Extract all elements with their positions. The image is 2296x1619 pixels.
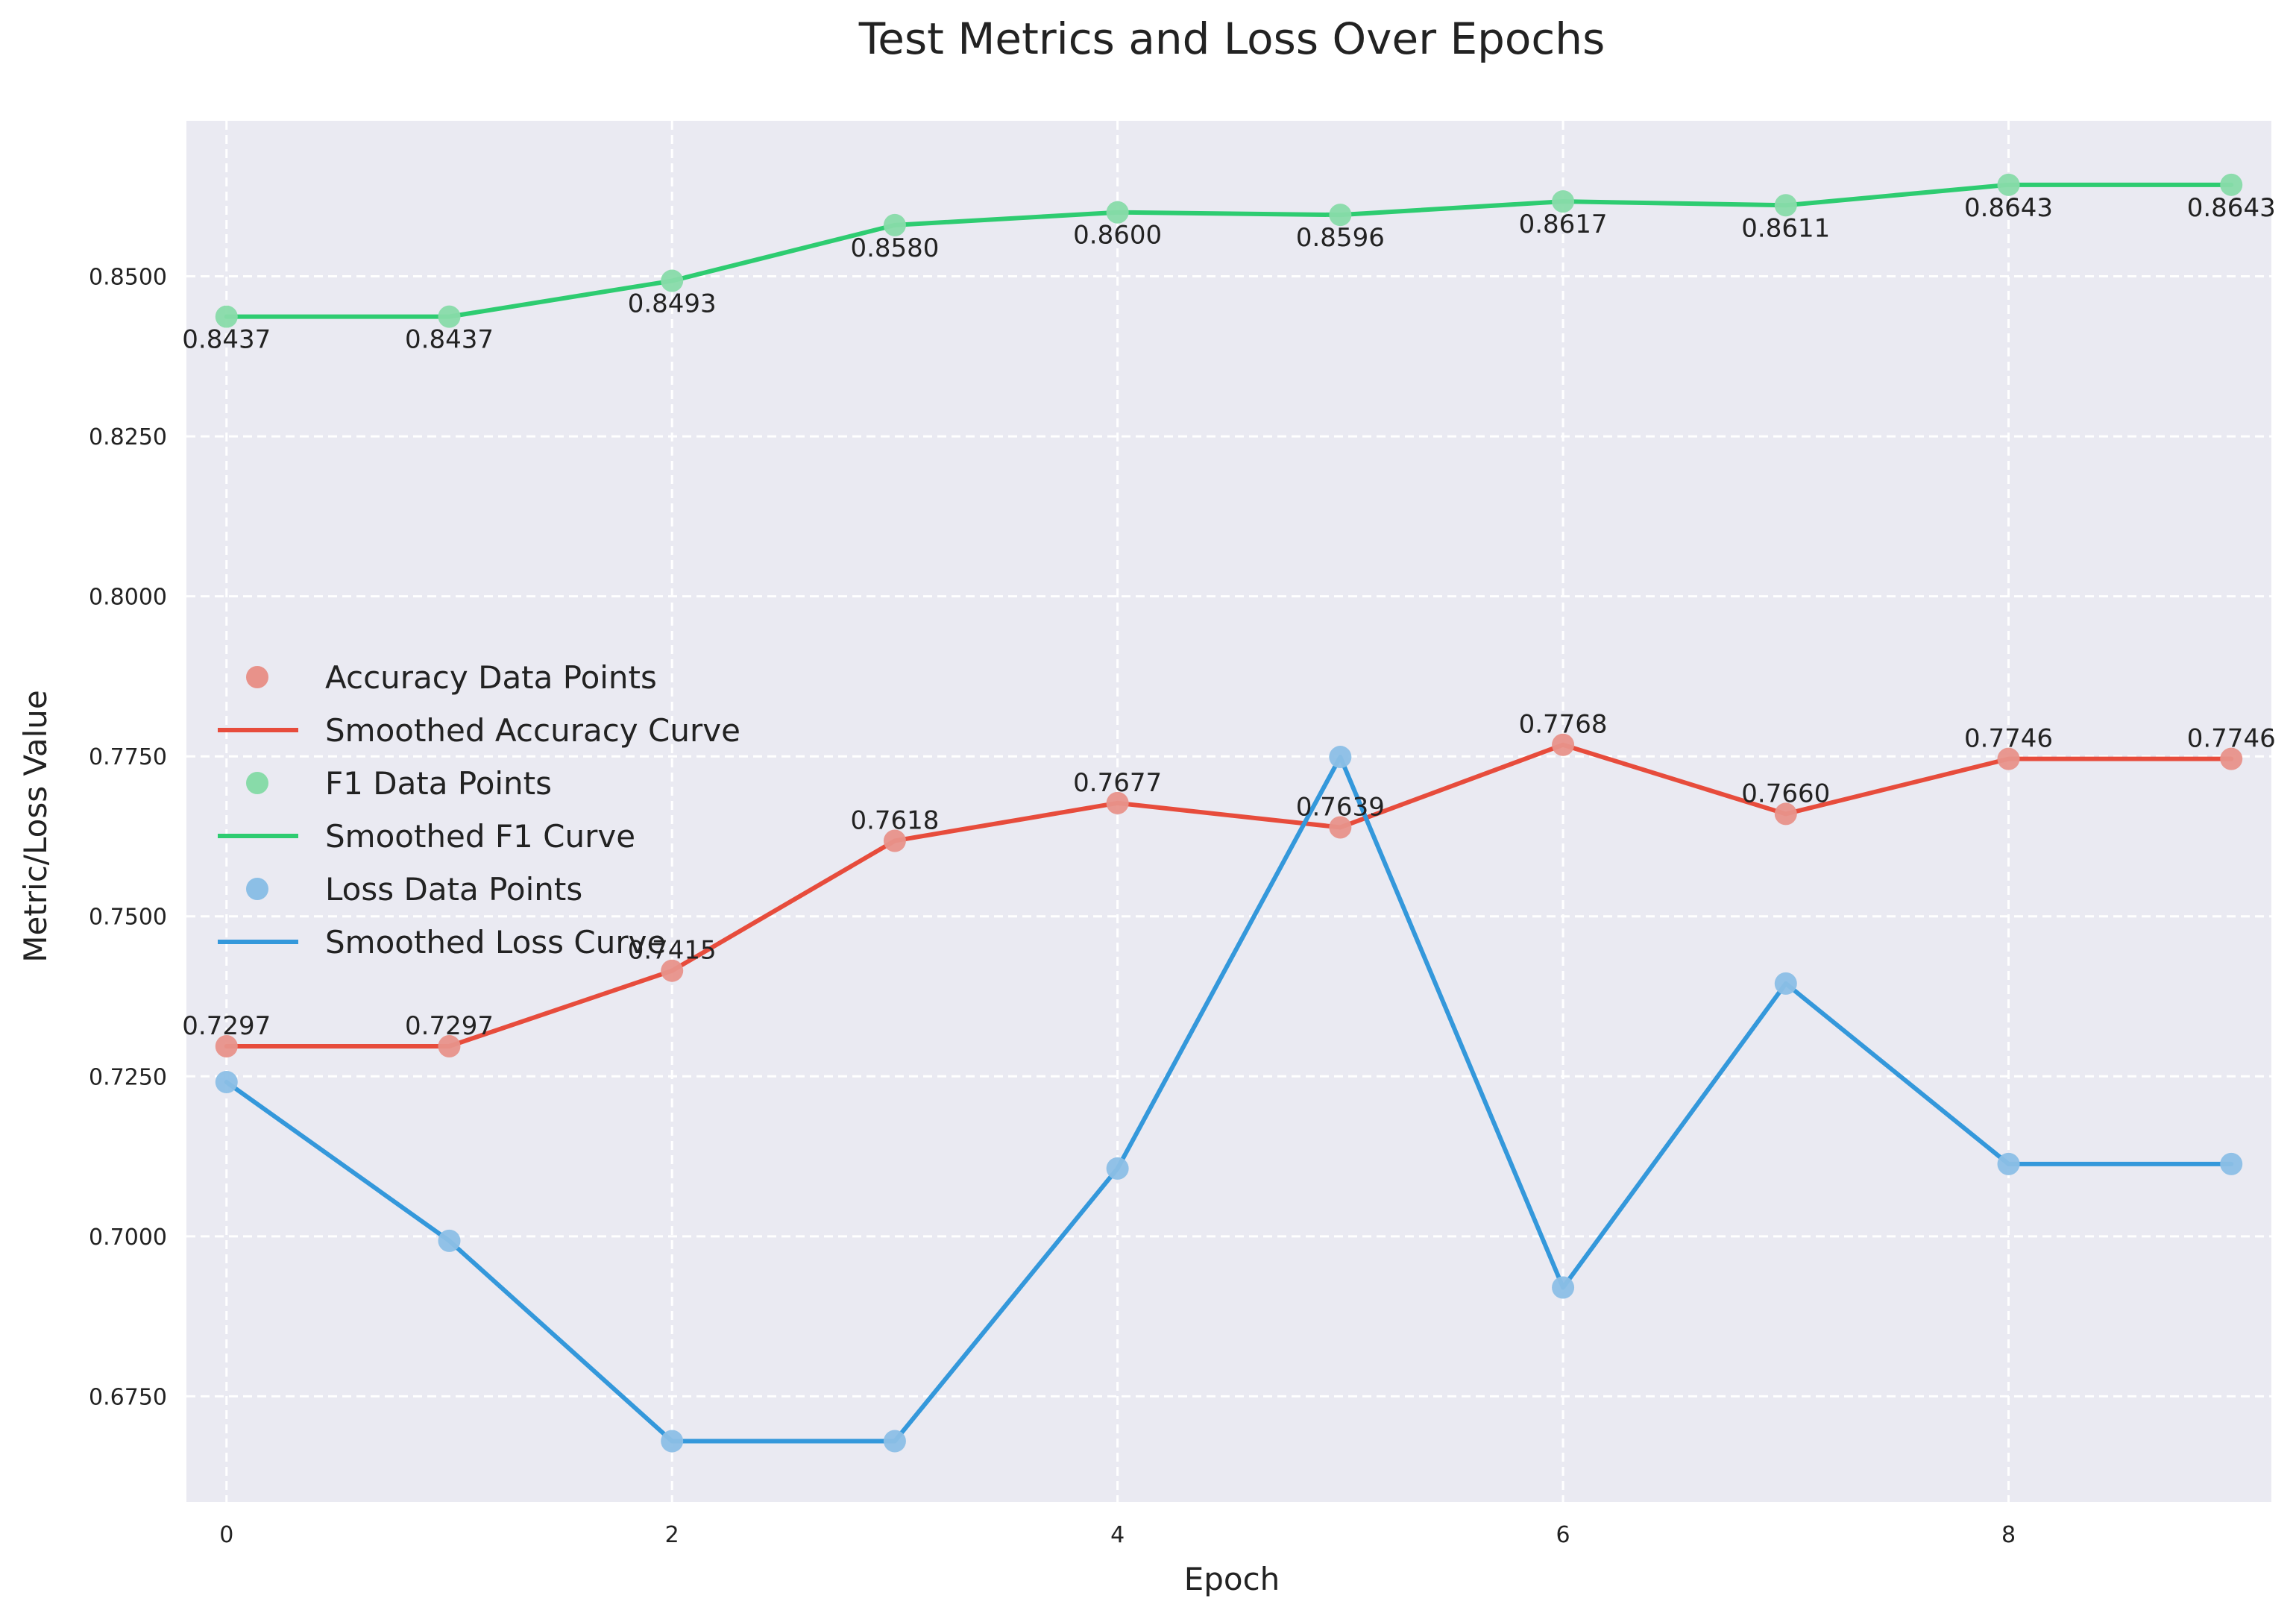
accuracy-data-point xyxy=(1774,802,1797,826)
loss-data-point xyxy=(1552,1276,1575,1299)
f1-data-point xyxy=(1106,201,1129,224)
f1-data-point xyxy=(215,305,238,328)
loss-data-point xyxy=(1106,1157,1129,1180)
f1-data-point xyxy=(1997,173,2020,196)
accuracy-value-label: 0.7415 xyxy=(628,936,717,966)
y-tick-label: 0.7500 xyxy=(89,905,167,931)
accuracy-data-point xyxy=(1552,733,1575,756)
loss-data-point xyxy=(661,1430,684,1453)
legend-label: F1 Data Points xyxy=(325,765,552,802)
f1-value-label: 0.8643 xyxy=(1964,193,2053,223)
accuracy-data-point xyxy=(438,1034,461,1057)
loss-smoothed-line xyxy=(224,755,2234,1444)
f1-value-label: 0.8611 xyxy=(1741,213,1830,243)
y-tick-label: 0.6750 xyxy=(89,1384,167,1410)
accuracy-value-label: 0.7746 xyxy=(1964,724,2053,754)
loss-data-point xyxy=(2220,1152,2243,1175)
f1-value-label: 0.8437 xyxy=(182,325,271,355)
legend: Accuracy Data Points Smoothed Accuracy Cu… xyxy=(218,659,740,961)
accuracy-data-point xyxy=(1106,791,1129,814)
legend-label: Accuracy Data Points xyxy=(325,659,657,696)
loss-data-point xyxy=(883,1430,906,1453)
y-tick-label: 0.7750 xyxy=(89,744,167,770)
accuracy-value-label: 0.7746 xyxy=(2187,724,2276,754)
f1-value-label: 0.8596 xyxy=(1296,223,1385,253)
x-tick-label: 2 xyxy=(665,1522,679,1548)
f1-value-label: 0.8437 xyxy=(405,325,494,355)
accuracy-value-label: 0.7297 xyxy=(405,1011,494,1041)
accuracy-data-point xyxy=(1329,816,1352,839)
legend-marker xyxy=(246,878,268,900)
loss-data-point xyxy=(438,1229,461,1252)
y-tick-label: 0.8250 xyxy=(89,424,167,450)
accuracy-data-point xyxy=(661,959,684,982)
data-labels: 0.7297 0.7297 0.7415 0.7618 0.7677 0.7639 0.77… xyxy=(182,193,2275,1041)
y-tick-label: 0.7250 xyxy=(89,1064,167,1090)
f1-data-point xyxy=(438,305,461,328)
plot-area xyxy=(186,121,2271,1502)
y-axis-label: Metric/Loss Value xyxy=(17,690,54,963)
x-tick-label: 6 xyxy=(1556,1522,1570,1548)
legend-label: Smoothed Accuracy Curve xyxy=(325,712,740,749)
accuracy-value-label: 0.7660 xyxy=(1741,779,1830,808)
f1-value-label: 0.8580 xyxy=(850,233,939,263)
chart-title: Test Metrics and Loss Over Epochs xyxy=(858,13,1605,64)
grid xyxy=(186,121,2271,1502)
legend-label: Smoothed F1 Curve xyxy=(325,818,635,855)
f1-data-point xyxy=(1329,204,1352,227)
accuracy-value-label: 0.7768 xyxy=(1519,710,1608,740)
loss-data-point xyxy=(1774,972,1797,995)
accuracy-smoothed-line xyxy=(224,742,2234,1049)
y-tick-label: 0.8500 xyxy=(89,265,167,291)
accuracy-value-label: 0.7639 xyxy=(1296,792,1385,822)
f1-data-point xyxy=(883,213,906,236)
y-tick-label: 0.7000 xyxy=(89,1225,167,1251)
legend-label: Smoothed Loss Curve xyxy=(325,924,666,961)
loss-data-point xyxy=(1329,746,1352,769)
accuracy-data-point xyxy=(215,1034,238,1057)
f1-value-label: 0.8617 xyxy=(1519,210,1608,239)
accuracy-data-point xyxy=(2220,747,2243,770)
loss-data-point xyxy=(215,1071,238,1094)
loss-data-point xyxy=(1997,1152,2020,1175)
f1-data-point xyxy=(1774,194,1797,217)
f1-value-label: 0.8493 xyxy=(628,289,717,319)
accuracy-value-label: 0.7677 xyxy=(1073,768,1162,798)
f1-value-label: 0.8643 xyxy=(2187,193,2276,223)
accuracy-value-label: 0.7618 xyxy=(850,805,939,835)
legend-label: Loss Data Points xyxy=(325,871,582,908)
x-tick-label: 4 xyxy=(1110,1522,1125,1548)
f1-value-label: 0.8600 xyxy=(1073,221,1162,251)
accuracy-data-point xyxy=(1997,747,2020,770)
x-tick-label: 0 xyxy=(219,1522,233,1548)
legend-marker xyxy=(246,666,268,688)
legend-marker xyxy=(246,772,268,794)
x-tick-label: 8 xyxy=(2001,1522,2016,1548)
series-layer xyxy=(215,173,2243,1453)
f1-data-point xyxy=(2220,173,2243,196)
accuracy-data-point xyxy=(883,829,906,852)
f1-smoothed-line xyxy=(224,182,2234,319)
y-tick-label: 0.8000 xyxy=(89,585,167,611)
accuracy-value-label: 0.7297 xyxy=(182,1011,271,1041)
f1-data-point xyxy=(661,269,684,292)
x-axis-label: Epoch xyxy=(1184,1561,1280,1597)
tick-labels: 0 2 4 6 8 0.6750 0.7000 0.7250 0.7500 0.7750 0.800… xyxy=(89,265,2016,1548)
f1-data-point xyxy=(1552,190,1575,213)
